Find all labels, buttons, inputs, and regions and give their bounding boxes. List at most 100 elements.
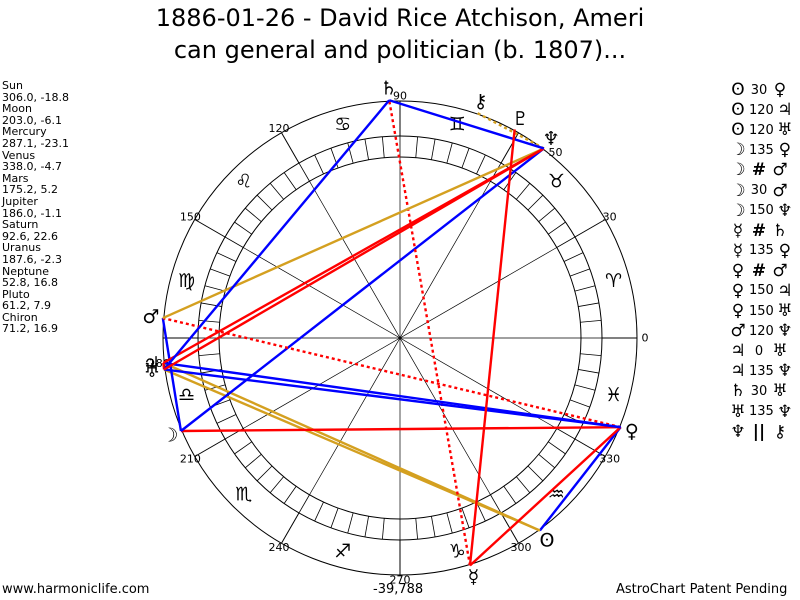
degree-tick [569,268,590,277]
venus-glyph-icon: ♀ [625,421,639,443]
degree-tick [234,221,252,235]
aspect-symbol: 30 [750,183,768,199]
aspect-symbol: 120 [749,323,774,339]
aspect-planet-2: ♂ [772,160,788,181]
degree-tick [431,138,436,160]
chart-title-line-1: 1886-01-26 - David Rice Atchison, Ameri [155,4,645,32]
aspect-planet-2: ♃ [777,100,793,121]
aspect-symbol: 30 [750,383,768,399]
aspect-planet-1: ʘ [731,100,745,121]
aspect-symbol: 150 [749,283,774,299]
aspect-line-sun-venus [538,426,622,532]
degree-tick [516,476,531,493]
degree-tick [245,207,262,222]
aspect-line-uranus-neptune [163,147,545,371]
aspect-planet-1: ☿ [732,240,744,261]
degree-tick [527,465,544,482]
aspect-planet-1: ʘ [731,120,745,141]
planet-name-saturn: Saturn [2,218,39,232]
aspect-symbol: 135 [749,363,774,379]
degree-tick [415,518,419,540]
aspect-planet-1: ☿ [732,220,744,241]
aspect-planet-2: ♅ [777,301,793,322]
planet-values-mercury: 287.1, -23.1 [2,136,69,150]
aspect-line-venus-mars [162,316,621,429]
planet-values-moon: 203.0, -6.1 [2,113,62,127]
aspect-planet-2: ♆ [777,361,793,382]
planet-values-sun: 306.0, -18.8 [2,90,69,104]
degree-tick [298,162,310,182]
aspect-symbol: 30 [750,82,768,98]
degree-tick [314,154,324,175]
aspect-row: ♃ 0 ♅ [727,341,796,361]
degree-tick [347,142,354,164]
aspect-planet-1: ♀ [731,280,745,301]
planet-name-pluto: Pluto [2,287,30,301]
degree-tick [574,285,596,292]
aspect-row: ʘ 120 ♃ [727,100,796,120]
planet-values-mars: 175.2, 5.2 [2,183,58,197]
degree-tick [548,441,566,455]
degree-tick [503,486,517,504]
degree-tick [569,399,590,408]
degree-tick [556,428,576,440]
aspect-planet-2: ♂ [772,260,788,281]
degree-tick [256,194,273,211]
sign-divider [281,132,300,164]
aspect-row: ♄ 30 ♅ [727,381,796,401]
degree-tick [210,268,231,277]
sign-divider [574,219,606,238]
footer-patent-note: AstroChart Patent Pending [616,582,788,597]
sign-divider [194,219,226,238]
degree-label: 150 [180,211,201,224]
aspect-planet-1: ♆ [730,421,746,442]
degree-label: 0 [642,332,649,345]
degree-tick [381,518,385,540]
degree-tick [283,172,297,190]
degree-tick [574,384,596,391]
saturn-glyph-icon: ♄ [380,77,397,99]
degree-tick [490,494,502,514]
aspect-row: ♀ 150 ♃ [727,281,796,301]
degree-label: 120 [269,122,290,135]
chiron-glyph-icon: ⚷ [474,90,488,112]
planet-name-mars: Mars [2,171,29,185]
aspect-planet-1: ♀ [731,260,745,281]
degree-label: 30 [603,211,617,224]
degree-tick [347,512,354,534]
degree-tick [538,207,555,222]
zodiac-sagittarius-icon: ♐ [334,540,351,562]
jupiter-glyph-icon: ♃ [143,353,160,375]
zodiac-libra-icon: ♎ [178,384,195,406]
planet-values-venus: 338.0, -4.7 [2,160,62,174]
aspect-line-moon-neptune [180,147,545,432]
aspect-symbol: # [751,160,767,181]
sun-glyph-icon: ʘ [539,529,554,551]
planet-name-uranus: Uranus [2,241,41,255]
aspect-row: ♀ # ♂ [727,261,796,281]
aspect-row: ♆ || ⚷ [727,422,796,442]
aspect-line-neptune-chiron [476,111,545,150]
sign-divider [500,132,519,164]
aspect-planet-2: ♄ [772,220,788,241]
degree-tick [330,507,339,528]
aspect-row: ♃ 135 ♆ [727,361,796,381]
aspect-planet-1: ♀ [731,301,745,322]
aspect-line-mercury-pluto [468,129,516,566]
degree-tick [578,369,600,374]
planet-name-moon: Moon [2,102,32,116]
degree-tick [198,353,220,357]
degree-label: 240 [269,541,290,554]
degree-tick [269,183,284,200]
planet-values-saturn: 92.6, 22.6 [2,229,58,243]
planet-name-neptune: Neptune [2,264,50,278]
aspect-planet-2: ♀ [778,140,792,161]
aspect-planet-1: ☽ [730,180,746,201]
aspect-planet-1: ☽ [730,140,746,161]
aspect-planet-2: ♆ [777,401,793,422]
aspect-planet-2: ⚷ [773,421,787,442]
degree-tick [204,285,226,292]
aspect-line-venus-uranus [163,368,621,429]
aspect-row: ♂ 120 ♆ [727,321,796,341]
degree-tick [224,236,244,248]
